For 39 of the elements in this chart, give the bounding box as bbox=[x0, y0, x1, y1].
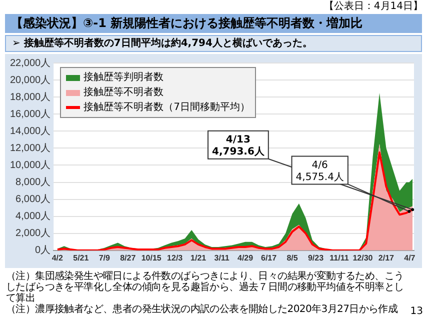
chart-subtitle: ➢ 接触歴等不明者数の7日間平均は約4,794人と横ばいであった。 bbox=[5, 35, 422, 52]
legend-label: 接触歴等不明者数（7日間移動平均） bbox=[84, 100, 250, 115]
legend-label: 接触歴等不明者数 bbox=[84, 86, 164, 100]
legend-label: 接触歴等判明者数 bbox=[84, 70, 164, 85]
text: （注）濃厚接触者など、患者の発生状況の内訳の公表を開始した2020年3月27日から作成 bbox=[6, 304, 399, 315]
text: 13 bbox=[410, 306, 423, 317]
x-tick-label: 5/21 bbox=[73, 253, 90, 262]
y-tick-label: 22,000人 bbox=[10, 58, 51, 69]
y-tick-label: 10,000人 bbox=[10, 160, 51, 171]
x-tick-label: 10/15 bbox=[141, 253, 162, 262]
x-tick-label: 2/17 bbox=[378, 253, 395, 262]
text: 【公表日：4月14日】 bbox=[324, 1, 423, 13]
y-tick-label: 12,000人 bbox=[10, 142, 51, 154]
y-tick-label: 2,000人 bbox=[16, 228, 51, 240]
x-tick-label: 12/30 bbox=[352, 253, 374, 262]
x-tick-label: 1/21 bbox=[190, 253, 207, 262]
y-tick-label: 6,000人 bbox=[16, 194, 51, 206]
x-tick-label: 11/11 bbox=[330, 253, 350, 262]
chart-title: 【感染状況】③-1 新規陽性者における接触歴等不明者数・増加比 bbox=[5, 14, 422, 33]
text: （注）集団感染発生や曜日による件数のばらつきにより、日々の結果が変動するため、こうしたばらつきを平準化し全体の傾向を見る趣旨から、過去７日間の移動平均値を不明率として算出 bbox=[6, 271, 405, 304]
x-tick-label: 7/9 bbox=[98, 253, 110, 262]
y-tick-label: 14,000人 bbox=[10, 126, 51, 137]
annotation: 4/13 4,793.6人 bbox=[212, 134, 266, 158]
x-tick-label: 8/27 bbox=[120, 253, 136, 262]
x-tick-label: 12/3 bbox=[167, 253, 184, 262]
y-tick-label: 0人 bbox=[35, 245, 51, 256]
y-tick-label: 18,000人 bbox=[10, 92, 51, 103]
y-tick-label: 16,000人 bbox=[10, 108, 51, 120]
annotation: 4/6 4,575.4人 bbox=[296, 160, 344, 183]
x-tick-label: 8/5 bbox=[286, 253, 298, 262]
y-tick-label: 4,000人 bbox=[16, 211, 51, 222]
y-tick-label: 8,000人 bbox=[16, 177, 51, 188]
y-tick-label: 20,000人 bbox=[10, 74, 51, 86]
x-tick-label: 6/17 bbox=[260, 253, 278, 262]
x-tick-label: 4/29 bbox=[238, 253, 254, 262]
x-tick-label: 4/7 bbox=[404, 253, 416, 262]
x-tick-label: 9/23 bbox=[308, 253, 324, 262]
x-tick-label: 4/2 bbox=[52, 253, 64, 262]
x-tick-label: 3/11 bbox=[214, 253, 230, 262]
